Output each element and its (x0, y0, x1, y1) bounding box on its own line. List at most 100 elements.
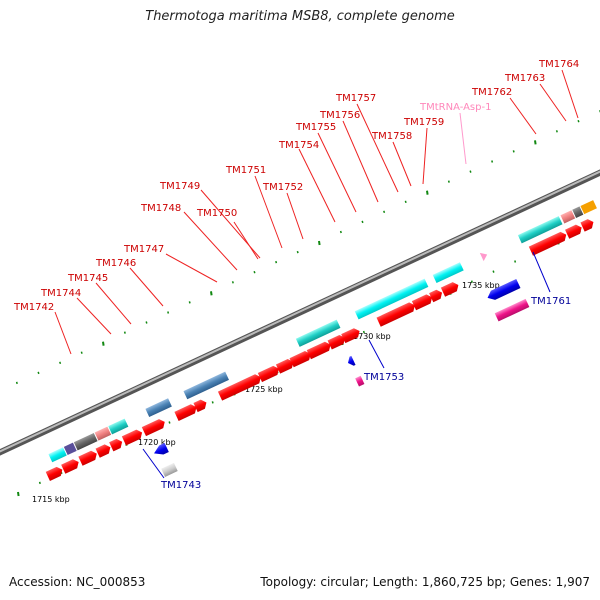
gene-label-tm1744[interactable]: TM1744 (40, 288, 81, 299)
reverse-leader-lines (142, 251, 551, 479)
scale-tick-minor (469, 170, 472, 173)
leader-line (54, 311, 72, 355)
gene-arrow-f (121, 429, 143, 446)
gene-label-tm1742[interactable]: TM1742 (13, 302, 54, 313)
feature-box-teal (295, 319, 341, 347)
scale-tick-minor (362, 330, 365, 334)
gene-label-trna-asp[interactable]: TMtRNA-Asp-1 (419, 102, 491, 113)
leader-line (342, 120, 379, 203)
scale-tick-minor (404, 200, 407, 204)
feature-box-gray (73, 432, 98, 451)
scale-tick-minor (361, 220, 364, 224)
leader-line (183, 211, 238, 271)
gene-label-tm1753[interactable]: TM1753 (363, 372, 404, 383)
gene-label-tm1747[interactable]: TM1747 (123, 244, 164, 255)
scale-tick-minor (38, 481, 41, 485)
leader-line (129, 267, 164, 307)
leader-line (233, 221, 259, 260)
gene-arrow-f (174, 404, 197, 421)
leader-line (298, 148, 336, 223)
scale-tick-minor (339, 230, 342, 234)
forward-leader-lines (54, 69, 579, 355)
feature-box-aqua (354, 278, 429, 320)
scale-tick-minor (512, 150, 515, 153)
gene-label-tm1746[interactable]: TM1746 (95, 258, 136, 269)
feature-box-magenta (355, 375, 365, 387)
scale-tick-major (210, 291, 213, 296)
leader-line (532, 251, 551, 293)
gene-label-tm1754[interactable]: TM1754 (278, 140, 319, 151)
leader-line (76, 297, 112, 335)
accession-text: Accession: NC_000853 (9, 575, 146, 589)
scale-label-1715: 1715 kbp (32, 495, 70, 504)
gene-label-tm1755[interactable]: TM1755 (295, 122, 336, 133)
gene-arrow-f (327, 334, 346, 350)
scale-tick-minor (168, 421, 171, 424)
forward-feature-boxes (48, 200, 597, 463)
gene-label-tm1757[interactable]: TM1757 (335, 93, 376, 104)
gene-arrow-f (45, 466, 63, 481)
scale-label-1720: 1720 kbp (138, 438, 176, 447)
genome-summary-text: Topology: circular; Length: 1,860,725 bp… (260, 575, 590, 589)
gene-arrow-f (275, 359, 294, 374)
gene-arrow-f (411, 294, 433, 311)
gene-arrow-f (78, 450, 97, 466)
scale-label-1725: 1725 kbp (245, 385, 283, 394)
feature-box-indigo (63, 442, 77, 456)
reverse-genes (154, 278, 530, 477)
gene-label-tm1761[interactable]: TM1761 (530, 296, 571, 307)
scale-tick-minor (492, 270, 495, 273)
gene-label-tm1764[interactable]: TM1764 (538, 59, 579, 70)
gene-arrow-r (487, 278, 521, 300)
gene-arrow-f (565, 224, 582, 239)
feature-box-salmon (94, 426, 112, 441)
gene-label-tm1751[interactable]: TM1751 (225, 165, 266, 176)
scale-tick-minor (211, 401, 214, 404)
leader-line (368, 339, 385, 369)
gene-label-tm1745[interactable]: TM1745 (67, 273, 108, 284)
scale-tick-minor (231, 281, 234, 284)
trna-marker (479, 252, 488, 262)
scale-tick-minor (577, 119, 580, 123)
leader-line (254, 175, 283, 249)
genome-title: Thermotoga maritima MSB8, complete genom… (145, 9, 455, 24)
gene-label-tm1743[interactable]: TM1743 (160, 480, 201, 491)
gene-label-tm1750[interactable]: TM1750 (196, 208, 237, 219)
gene-label-tm1758[interactable]: TM1758 (371, 131, 412, 142)
gene-label-tm1763[interactable]: TM1763 (504, 73, 545, 84)
scale-tick-minor (80, 351, 83, 354)
backbone (0, 169, 600, 456)
scale-tick-minor (470, 280, 473, 283)
scale-tick-minor (491, 160, 494, 163)
scale-tick-minor (188, 301, 191, 304)
gene-arrow-f (429, 289, 443, 303)
feature-box-lightgray (161, 462, 178, 477)
scale-tick-minor (555, 130, 558, 133)
gene-label-tm1762[interactable]: TM1762 (471, 87, 512, 98)
gene-label-tm1756[interactable]: TM1756 (319, 110, 360, 121)
gene-label-tm1752[interactable]: TM1752 (262, 182, 303, 193)
scale-tick-minor (253, 270, 256, 274)
gene-label-tm1748[interactable]: TM1748 (140, 203, 181, 214)
forward-gene-labels: TM1742 TM1744 TM1745 TM1746 TM1747 TM174… (13, 59, 579, 313)
leader-line (422, 127, 428, 185)
leader-line (539, 83, 567, 122)
gene-label-tm1749[interactable]: TM1749 (159, 181, 200, 192)
gene-label-tm1759[interactable]: TM1759 (403, 117, 444, 128)
feature-box-teal (108, 418, 129, 435)
scale-tick-minor (37, 371, 40, 375)
leader-line (165, 253, 218, 283)
scale-tick-minor (514, 260, 517, 263)
gene-arrow-f (61, 459, 79, 474)
reverse-gene-labels: TM1743 TM1753 TM1761 (160, 296, 571, 491)
scale-label-1730: 1730 kbp (353, 332, 391, 341)
leader-line (317, 132, 357, 213)
feature-box-orange (580, 200, 597, 215)
scale-tick-major (102, 341, 105, 346)
feature-box-steel (183, 371, 229, 400)
scale-tick-minor (123, 331, 126, 334)
scale-tick-minor (145, 321, 148, 324)
forward-genes (45, 219, 594, 481)
feature-box-teal (517, 216, 563, 244)
